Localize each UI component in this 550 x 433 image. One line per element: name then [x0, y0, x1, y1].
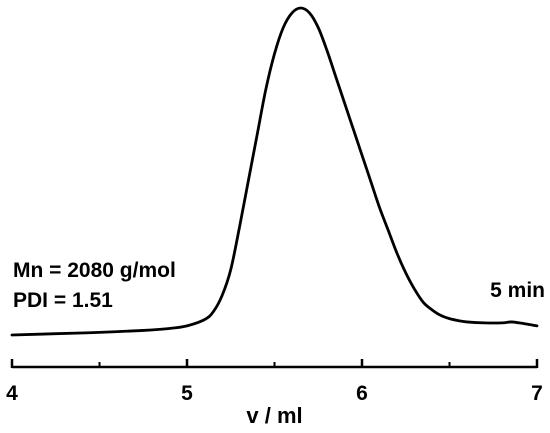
- x-axis-label: v / ml: [246, 403, 302, 428]
- x-tick-label: 7: [531, 382, 543, 405]
- mn-annotation: Mn = 2080 g/mol: [13, 259, 176, 282]
- time-annotation: 5 min: [490, 279, 545, 302]
- series-line-0: [10, 6, 539, 337]
- x-tick-label: 6: [356, 382, 368, 405]
- x-tick-label: 4: [6, 382, 18, 405]
- x-tick-label: 5: [181, 382, 193, 405]
- x-axis: 4 5 6 7: [6, 359, 543, 405]
- series-group: [10, 6, 539, 337]
- pdi-annotation: PDI = 1.51: [13, 289, 113, 312]
